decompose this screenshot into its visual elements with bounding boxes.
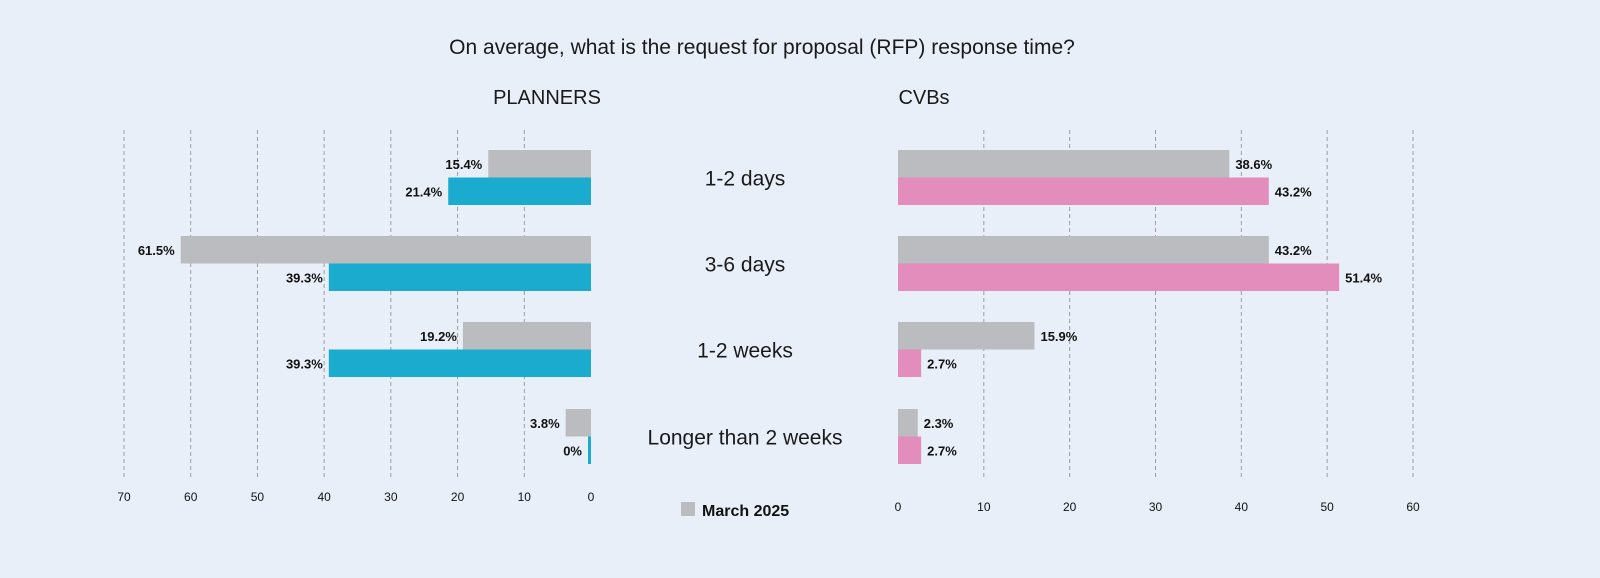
cvbs-data-label: 2.7% (927, 356, 957, 371)
cvbs-bar (898, 150, 1230, 178)
planners-data-label: 0% (563, 443, 582, 458)
planners-bar (328, 349, 591, 377)
cvbs-bar (898, 436, 922, 464)
planners-tick-label: 70 (117, 490, 131, 504)
legend-label: March 2025 (702, 503, 789, 520)
planners-bar (565, 409, 591, 437)
cvbs-data-label: 51.4% (1345, 270, 1382, 285)
cvbs-bar (898, 322, 1035, 350)
cvbs-tick-label: 0 (895, 500, 902, 514)
planners-tick-label: 20 (451, 490, 465, 504)
cvbs-bar (898, 263, 1340, 291)
planners-data-label: 3.8% (530, 416, 560, 431)
planners-bar (448, 177, 591, 205)
cvbs-tick-label: 50 (1320, 500, 1334, 514)
cvbs-bar (898, 236, 1269, 264)
planners-bar (588, 436, 591, 464)
cvbs-data-label: 2.3% (924, 416, 954, 431)
planners-data-label: 39.3% (286, 356, 323, 371)
cvbs-bar (898, 177, 1269, 205)
planners-tick-label: 30 (384, 490, 398, 504)
cvbs-title: CVBs (898, 87, 949, 109)
cvbs-data-label: 43.2% (1275, 184, 1312, 199)
cvbs-bar (898, 349, 922, 377)
planners-tick-label: 0 (588, 490, 595, 504)
planners-title: PLANNERS (493, 87, 601, 109)
planners-data-label: 19.2% (420, 329, 457, 344)
cvbs-tick-label: 20 (1063, 500, 1077, 514)
planners-tick-label: 40 (317, 490, 331, 504)
category-label: Longer than 2 weeks (648, 427, 843, 450)
cvbs-data-label: 38.6% (1235, 157, 1272, 172)
cvbs-tick-label: 30 (1149, 500, 1163, 514)
cvbs-tick-label: 10 (977, 500, 991, 514)
cvbs-data-label: 15.9% (1040, 329, 1077, 344)
planners-tick-label: 50 (251, 490, 265, 504)
cvbs-data-label: 2.7% (927, 443, 957, 458)
category-label: 3-6 days (705, 254, 786, 277)
category-label: 1-2 weeks (697, 340, 793, 363)
planners-tick-label: 60 (184, 490, 198, 504)
cvbs-tick-label: 40 (1235, 500, 1249, 514)
planners-bar (462, 322, 591, 350)
planners-bar (488, 150, 591, 178)
cvbs-bar (898, 409, 918, 437)
chart-title: On average, what is the request for prop… (449, 36, 1075, 59)
cvbs-data-label: 43.2% (1275, 243, 1312, 258)
planners-bar (180, 236, 591, 264)
legend-swatch (681, 502, 695, 516)
planners-tick-label: 10 (518, 490, 532, 504)
category-label: 1-2 days (705, 168, 786, 191)
planners-data-label: 39.3% (286, 270, 323, 285)
planners-data-label: 15.4% (445, 157, 482, 172)
planners-data-label: 21.4% (405, 184, 442, 199)
cvbs-tick-label: 60 (1406, 500, 1420, 514)
planners-bar (328, 263, 591, 291)
planners-data-label: 61.5% (138, 243, 175, 258)
